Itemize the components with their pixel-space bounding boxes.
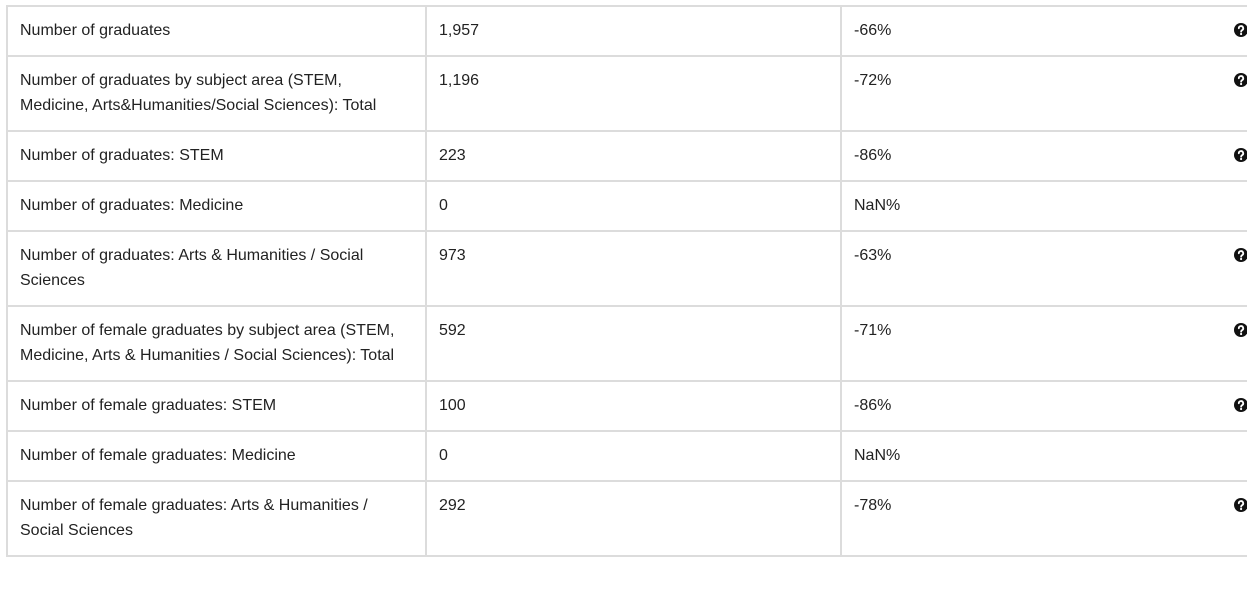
help-icon[interactable] xyxy=(1234,73,1247,87)
table-cell: 1,196 xyxy=(425,55,842,132)
cell-text: 292 xyxy=(439,497,466,514)
cell-text: 973 xyxy=(439,247,466,264)
cell-text: Number of graduates: Arts & Humanities /… xyxy=(20,247,364,289)
table-row: Number of graduates 1,957 -66% xyxy=(6,5,1247,57)
table-row: Number of female graduates: Arts & Human… xyxy=(6,480,1247,557)
cell-text: 0 xyxy=(439,447,448,464)
table-cell: -86% xyxy=(840,130,1247,182)
cell-text: Number of graduates xyxy=(20,22,171,39)
table-row: Number of graduates: Arts & Humanities /… xyxy=(6,230,1247,307)
table-cell: -66% xyxy=(840,5,1247,57)
table-row: Number of female graduates: Medicine 0 NaN… xyxy=(6,430,1247,482)
help-icon[interactable] xyxy=(1234,498,1247,512)
cell-text: 100 xyxy=(439,397,466,414)
table-cell: -63% xyxy=(840,230,1247,307)
cell-text: -78% xyxy=(854,497,892,514)
cell-text: Number of female graduates: Arts & Human… xyxy=(20,497,368,539)
cell-text: -86% xyxy=(854,147,892,164)
table-cell: 100 xyxy=(425,380,842,432)
table-cell: Number of female graduates by subject ar… xyxy=(6,305,427,382)
cell-text: 1,957 xyxy=(439,22,480,39)
cell-text: Number of female graduates: Medicine xyxy=(20,447,296,464)
cell-text: -63% xyxy=(854,247,892,264)
table-cell: 592 xyxy=(425,305,842,382)
cell-text: Number of graduates: Medicine xyxy=(20,197,244,214)
data-table: Number of graduates 1,957 -66% Number of gr… xyxy=(6,5,1247,557)
table-row: Number of female graduates: STEM 100 -86% xyxy=(6,380,1247,432)
help-icon[interactable] xyxy=(1234,148,1247,162)
table-cell: Number of graduates: STEM xyxy=(6,130,427,182)
table-cell: -71% xyxy=(840,305,1247,382)
table-row: Number of graduates: STEM 223 -86% xyxy=(6,130,1247,182)
cell-text: -86% xyxy=(854,397,892,414)
table-cell: 973 xyxy=(425,230,842,307)
table-cell: NaN% xyxy=(840,180,1247,232)
table-cell: Number of graduates by subject area (STE… xyxy=(6,55,427,132)
help-icon[interactable] xyxy=(1234,23,1247,37)
cell-text: 592 xyxy=(439,322,466,339)
table-cell: -86% xyxy=(840,380,1247,432)
table-cell: 0 xyxy=(425,430,842,482)
table-row: Number of graduates by subject area (STE… xyxy=(6,55,1247,132)
table-row: Number of graduates: Medicine 0 NaN% xyxy=(6,180,1247,232)
cell-text: -71% xyxy=(854,322,892,339)
cell-text: NaN% xyxy=(854,197,901,214)
cell-text: -66% xyxy=(854,22,892,39)
table-cell: -78% xyxy=(840,480,1247,557)
cell-text: Number of graduates: STEM xyxy=(20,147,224,164)
cell-text: Number of female graduates: STEM xyxy=(20,397,277,414)
help-icon[interactable] xyxy=(1234,323,1247,337)
table-cell: Number of female graduates: Arts & Human… xyxy=(6,480,427,557)
table-cell: Number of graduates: Arts & Humanities /… xyxy=(6,230,427,307)
table-cell: -72% xyxy=(840,55,1247,132)
cell-text: Number of graduates by subject area (STE… xyxy=(20,72,377,114)
table-cell: 0 xyxy=(425,180,842,232)
cell-text: 223 xyxy=(439,147,466,164)
help-icon[interactable] xyxy=(1234,398,1247,412)
table-cell: Number of female graduates: STEM xyxy=(6,380,427,432)
table-cell: NaN% xyxy=(840,430,1247,482)
cell-text: Number of female graduates by subject ar… xyxy=(20,322,395,364)
cell-text: NaN% xyxy=(854,447,901,464)
table-cell: Number of graduates xyxy=(6,5,427,57)
cell-text: -72% xyxy=(854,72,892,89)
table-row: Number of female graduates by subject ar… xyxy=(6,305,1247,382)
table-cell: 1,957 xyxy=(425,5,842,57)
help-icon[interactable] xyxy=(1234,248,1247,262)
table-cell: 292 xyxy=(425,480,842,557)
table-cell: 223 xyxy=(425,130,842,182)
cell-text: 1,196 xyxy=(439,72,480,89)
table-cell: Number of female graduates: Medicine xyxy=(6,430,427,482)
table-cell: Number of graduates: Medicine xyxy=(6,180,427,232)
cell-text: 0 xyxy=(439,197,448,214)
